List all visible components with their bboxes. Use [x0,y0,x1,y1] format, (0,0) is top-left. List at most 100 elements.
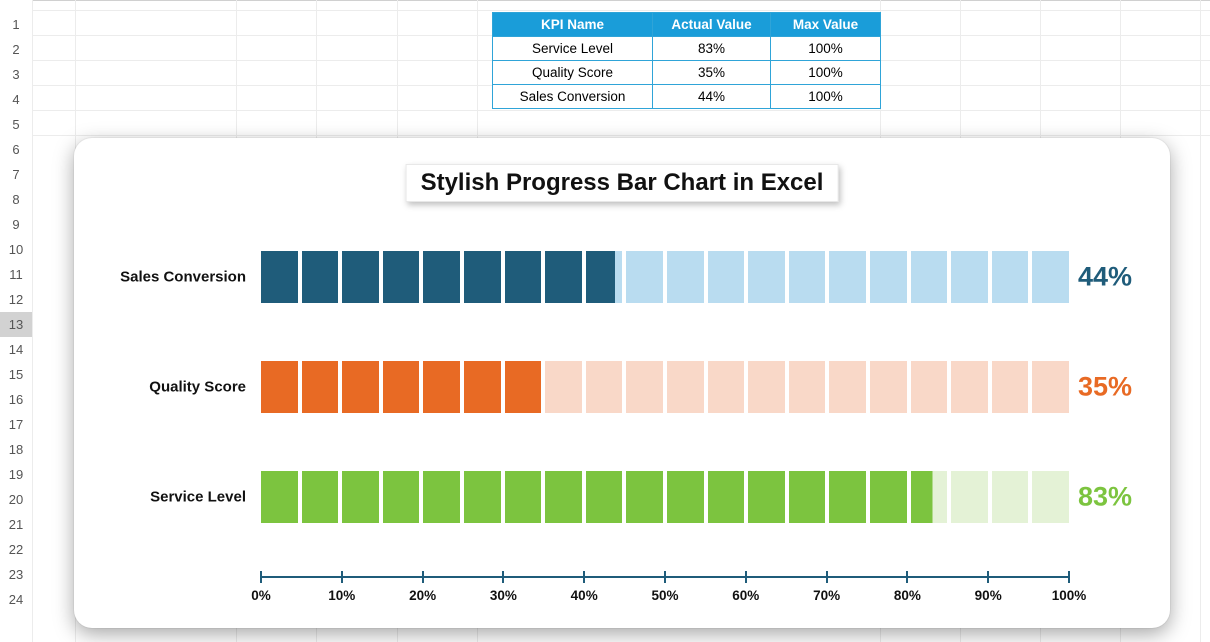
row-header-12[interactable]: 12 [0,287,32,312]
bar-segment [748,471,785,523]
bar-segment [951,471,988,523]
chart-title: Stylish Progress Bar Chart in Excel [406,164,839,202]
row-header-7[interactable]: 7 [0,162,32,187]
bar-segment [342,251,379,303]
row-header-4[interactable]: 4 [0,87,32,112]
bar-segment [586,471,623,523]
row-header-9[interactable]: 9 [0,212,32,237]
table-row[interactable]: Sales Conversion44%100% [493,85,881,109]
axis-tick [1068,571,1070,583]
sheet-border [32,0,1210,1]
cell-actual[interactable]: 35% [653,61,771,85]
row-header-15[interactable]: 15 [0,362,32,387]
cell-max[interactable]: 100% [771,85,881,109]
row-header-21[interactable]: 21 [0,512,32,537]
row-header-16[interactable]: 16 [0,387,32,412]
row-header-13[interactable]: 13 [0,312,32,337]
row-header-2[interactable]: 2 [0,37,32,62]
axis-tick [583,571,585,583]
bar-track [261,361,1069,413]
axis-tick [260,571,262,583]
bar-segment [545,471,582,523]
axis-tick [341,571,343,583]
bar-segment [789,361,826,413]
bar-segment [708,471,745,523]
bar-track [261,251,1069,303]
axis-label: 100% [1052,588,1087,603]
row-header-5[interactable]: 5 [0,112,32,137]
axis-tick [906,571,908,583]
row-header-17[interactable]: 17 [0,412,32,437]
bar-segment [1032,361,1069,413]
row-header-22[interactable]: 22 [0,537,32,562]
bar-label: Quality Score [96,379,246,396]
bar-segment [423,251,460,303]
table-row[interactable]: Quality Score35%100% [493,61,881,85]
bar-track [261,471,1069,523]
bar-segment [626,471,663,523]
row-header-14[interactable]: 14 [0,337,32,362]
cell-name[interactable]: Service Level [493,37,653,61]
gridline [32,0,33,642]
row-header-10[interactable]: 10 [0,237,32,262]
row-header-19[interactable]: 19 [0,462,32,487]
bar-segment [342,471,379,523]
bar-segment [586,251,623,303]
cell-actual[interactable]: 83% [653,37,771,61]
bar-segment [383,361,420,413]
table-row[interactable]: Service Level83%100% [493,37,881,61]
bar-row: Service Level83% [96,470,1152,524]
bar-row: Sales Conversion44% [96,250,1152,304]
row-header-24[interactable]: 24 [0,587,32,612]
row-header-11[interactable]: 11 [0,262,32,287]
gridline [32,110,1210,111]
bar-segment [505,361,542,413]
bar-segment [383,251,420,303]
bar-segment [789,471,826,523]
bar-segment [302,251,339,303]
cell-max[interactable]: 100% [771,37,881,61]
bar-segment [342,361,379,413]
bar-segment [545,251,582,303]
axis-tick [745,571,747,583]
row-header-1[interactable]: 1 [0,12,32,37]
cell-name[interactable]: Quality Score [493,61,653,85]
axis-label: 80% [894,588,921,603]
bar-label: Service Level [96,489,246,506]
bar-segment [423,471,460,523]
bar-segment [1032,471,1069,523]
row-header-23[interactable]: 23 [0,562,32,587]
chart-panel[interactable]: Stylish Progress Bar Chart in Excel Sale… [74,138,1170,628]
col-header-kpi-name[interactable]: KPI Name [493,13,653,37]
col-header-max[interactable]: Max Value [771,13,881,37]
gridline [1200,0,1201,642]
axis-label: 90% [975,588,1002,603]
kpi-table[interactable]: KPI Name Actual Value Max Value Service … [492,12,881,109]
row-header-3[interactable]: 3 [0,62,32,87]
bar-segment [545,361,582,413]
bar-segment [951,361,988,413]
bar-row: Quality Score 35% [96,360,1152,414]
bar-segment [626,361,663,413]
axis-tick [826,571,828,583]
bar-segment [708,361,745,413]
bar-value: 35% [1078,372,1152,403]
cell-actual[interactable]: 44% [653,85,771,109]
bar-segment [951,251,988,303]
row-header-8[interactable]: 8 [0,187,32,212]
cell-name[interactable]: Sales Conversion [493,85,653,109]
bar-segment [626,251,663,303]
bar-segment [383,471,420,523]
row-header-6[interactable]: 6 [0,137,32,162]
cell-max[interactable]: 100% [771,61,881,85]
bar-segment [464,361,501,413]
col-header-actual[interactable]: Actual Value [653,13,771,37]
gridline [32,135,1210,136]
row-header-18[interactable]: 18 [0,437,32,462]
bar-segment [708,251,745,303]
axis-label: 40% [571,588,598,603]
bar-segment [667,471,704,523]
bar-segment [870,361,907,413]
bar-segment [789,251,826,303]
row-header-20[interactable]: 20 [0,487,32,512]
